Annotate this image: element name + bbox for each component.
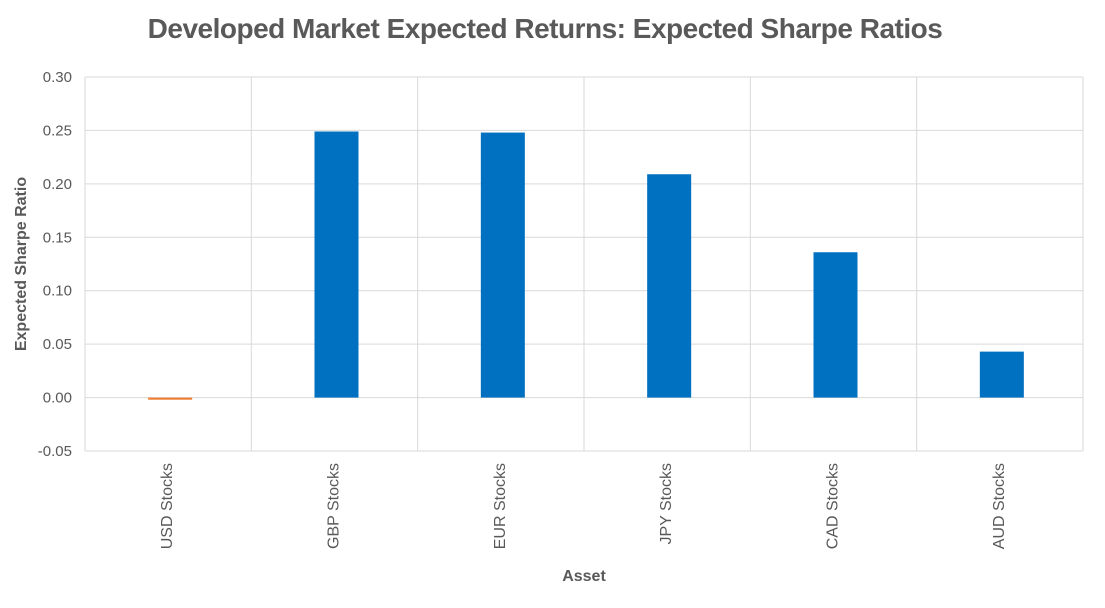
x-axis-label: Asset — [562, 568, 606, 585]
x-axis-ticks: USD Stocks GBP Stocks EUR Stocks JPY Stocks… — [159, 463, 1008, 549]
y-tick-label: 0.05 — [43, 336, 72, 353]
chart-title: Developed Market Expected Returns: Expec… — [148, 13, 943, 44]
x-tick-label: CAD Stocks — [825, 463, 842, 549]
y-tick-label: 0.00 — [43, 390, 72, 407]
x-tick-label: USD Stocks — [159, 463, 176, 549]
bar — [813, 252, 858, 398]
bar — [314, 131, 359, 398]
y-tick-label: 0.20 — [43, 176, 72, 193]
y-axis-ticks: 0.30 0.25 0.20 0.15 0.10 0.05 0.00 -0.05 — [38, 69, 72, 460]
y-tick-label: -0.05 — [38, 443, 72, 460]
x-tick-label: EUR Stocks — [492, 463, 509, 549]
bar — [480, 132, 525, 398]
y-tick-label: 0.30 — [43, 69, 72, 86]
y-axis-label: Expected Sharpe Ratio — [13, 177, 30, 352]
x-tick-label: GBP Stocks — [326, 463, 343, 549]
x-tick-label: JPY Stocks — [658, 463, 675, 545]
y-tick-label: 0.15 — [43, 229, 72, 246]
y-tick-label: 0.25 — [43, 122, 72, 139]
gridlines — [84, 76, 1084, 452]
bar — [979, 351, 1024, 398]
bars — [148, 131, 1024, 400]
bar — [148, 397, 193, 400]
y-tick-label: 0.10 — [43, 283, 72, 300]
x-tick-label: AUD Stocks — [991, 463, 1008, 549]
bar — [647, 174, 692, 398]
